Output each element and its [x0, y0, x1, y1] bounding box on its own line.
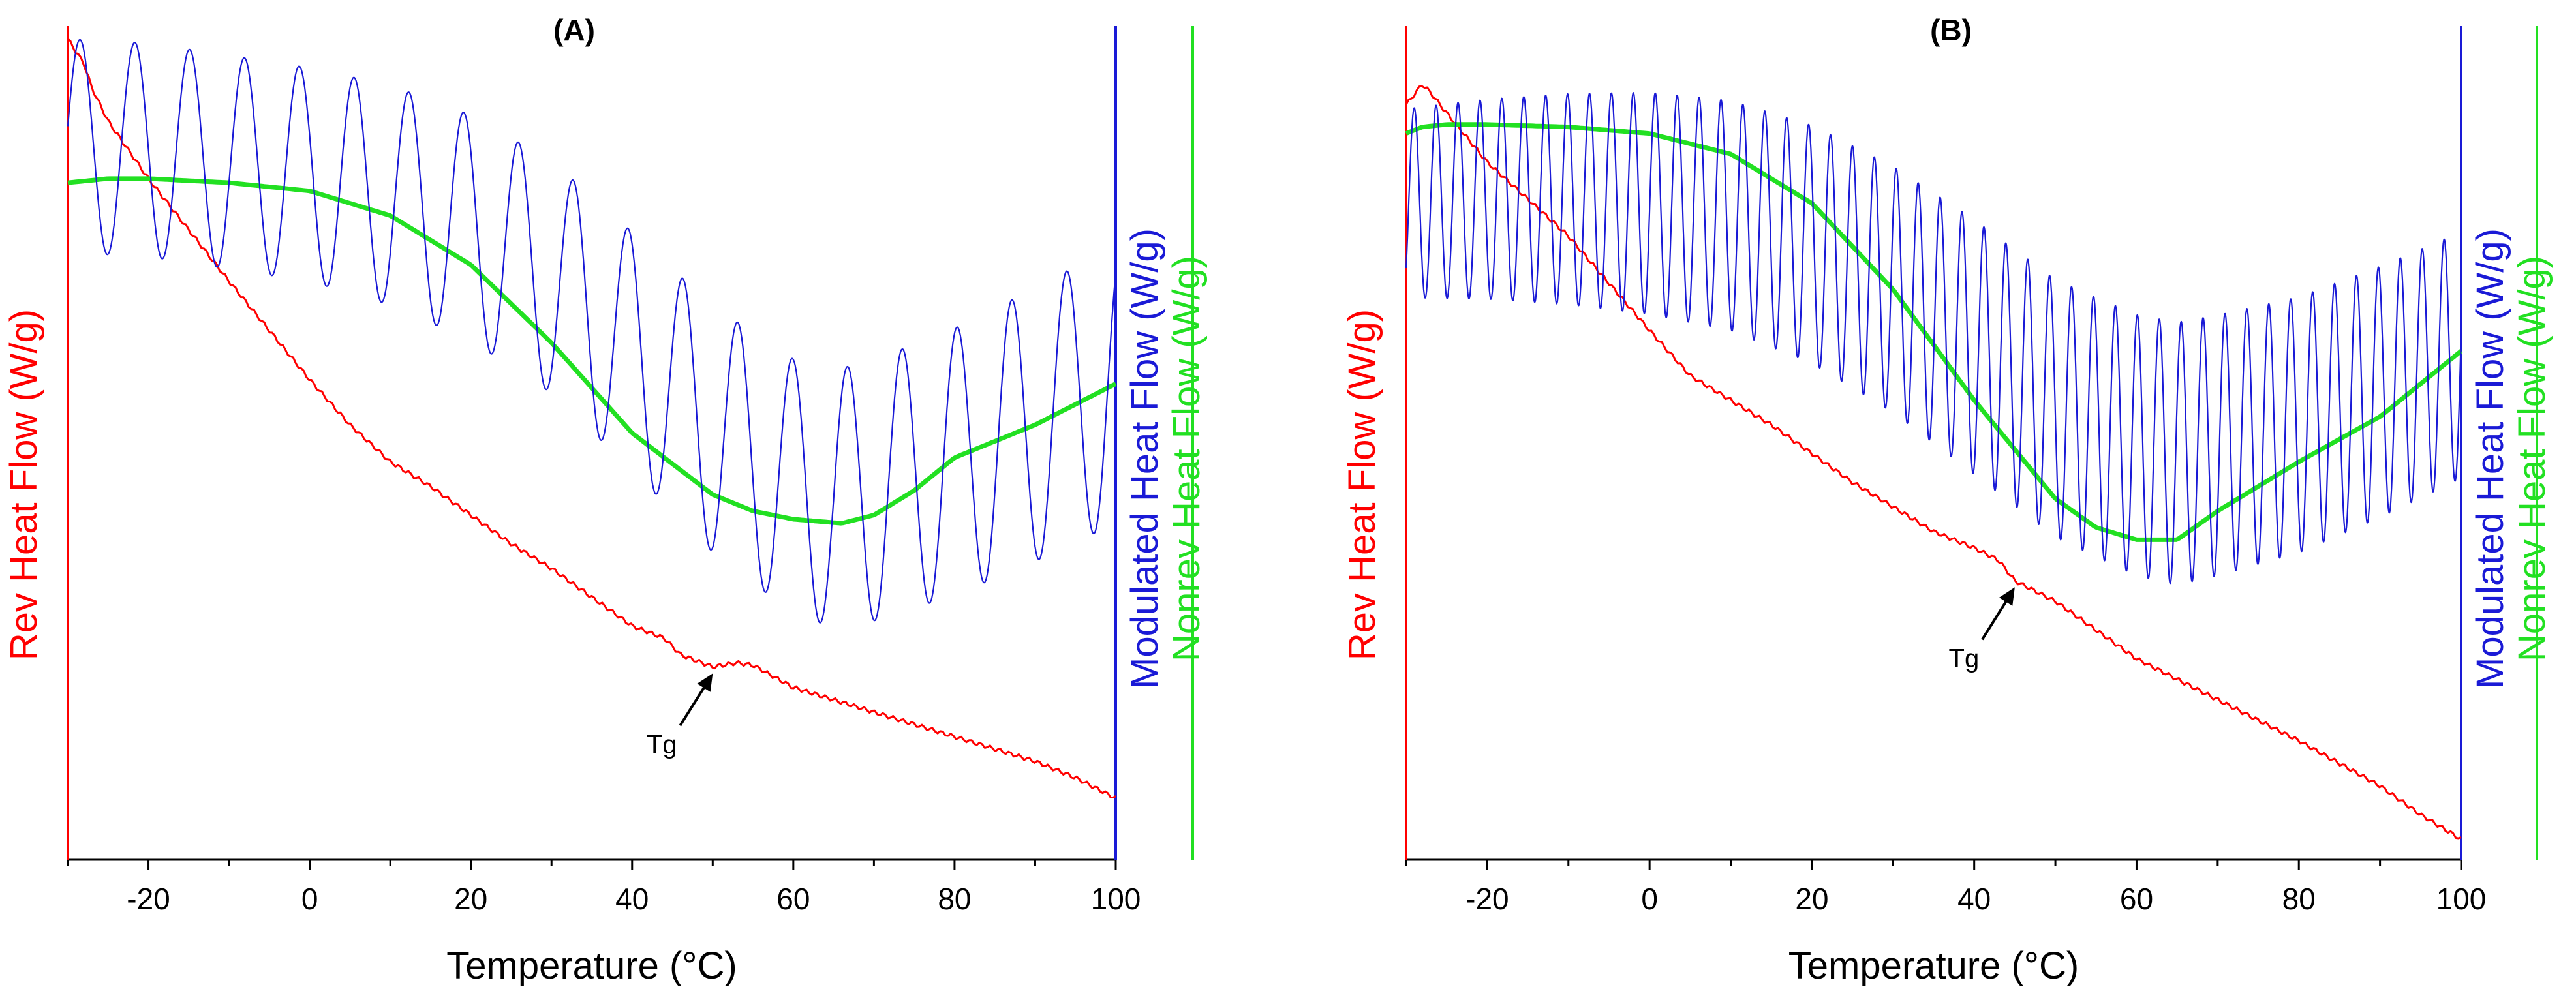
nonrev-heat-flow-line [67, 176, 1117, 526]
x-tick-label: 40 [1957, 882, 1991, 916]
panel-a: (A) Temperature (°C) Rev Heat Flow (W/g)… [3, 13, 1208, 987]
panel-a-nonrev-axis-label: Nonrev Heat Flow (W/g) [1165, 256, 1208, 661]
panel-a-rev-axis-label: Rev Heat Flow (W/g) [3, 309, 45, 660]
x-tick-label: 100 [2436, 882, 2487, 916]
panel-a-tg-annotation: Tg [647, 730, 677, 759]
x-tick-label: 0 [301, 882, 318, 916]
x-tick-label: 80 [938, 882, 971, 916]
modulated-heat-flow-line [67, 38, 1117, 624]
panel-b-rev-axis-label: Rev Heat Flow (W/g) [1341, 309, 1383, 660]
modulated-heat-flow-line [1405, 92, 2462, 584]
x-tick-label: 40 [615, 882, 649, 916]
rev-heat-flow-line [67, 38, 1116, 798]
x-tick-label: 60 [776, 882, 810, 916]
panel-b-modulated-axis-label: Modulated Heat Flow (W/g) [2469, 228, 2511, 689]
tg-arrow-head [697, 673, 713, 692]
tg-arrow-head [1999, 587, 2015, 606]
x-tick-label: 100 [1091, 882, 1141, 916]
x-tick-label: 20 [1795, 882, 1828, 916]
x-tick-label: -20 [127, 882, 170, 916]
panel-b: (B) Temperature (°C) Rev Heat Flow (W/g)… [1341, 13, 2553, 987]
panel-b-x-axis-label: Temperature (°C) [1788, 945, 2079, 987]
panel-b-title: (B) [1930, 13, 1972, 47]
x-tick-label: 0 [1641, 882, 1658, 916]
panel-b-nonrev-axis-label: Nonrev Heat Flow (W/g) [2511, 256, 2553, 661]
panel-a-title: (A) [553, 13, 595, 47]
x-tick-label: 20 [454, 882, 487, 916]
x-tick-label: 80 [2282, 882, 2316, 916]
panel-a-modulated-axis-label: Modulated Heat Flow (W/g) [1124, 228, 1166, 689]
x-tick-label: -20 [1465, 882, 1509, 916]
panel-b-tg-annotation: Tg [1949, 644, 1980, 673]
panel-a-x-axis-label: Temperature (°C) [446, 945, 737, 987]
x-tick-label: 60 [2120, 882, 2153, 916]
